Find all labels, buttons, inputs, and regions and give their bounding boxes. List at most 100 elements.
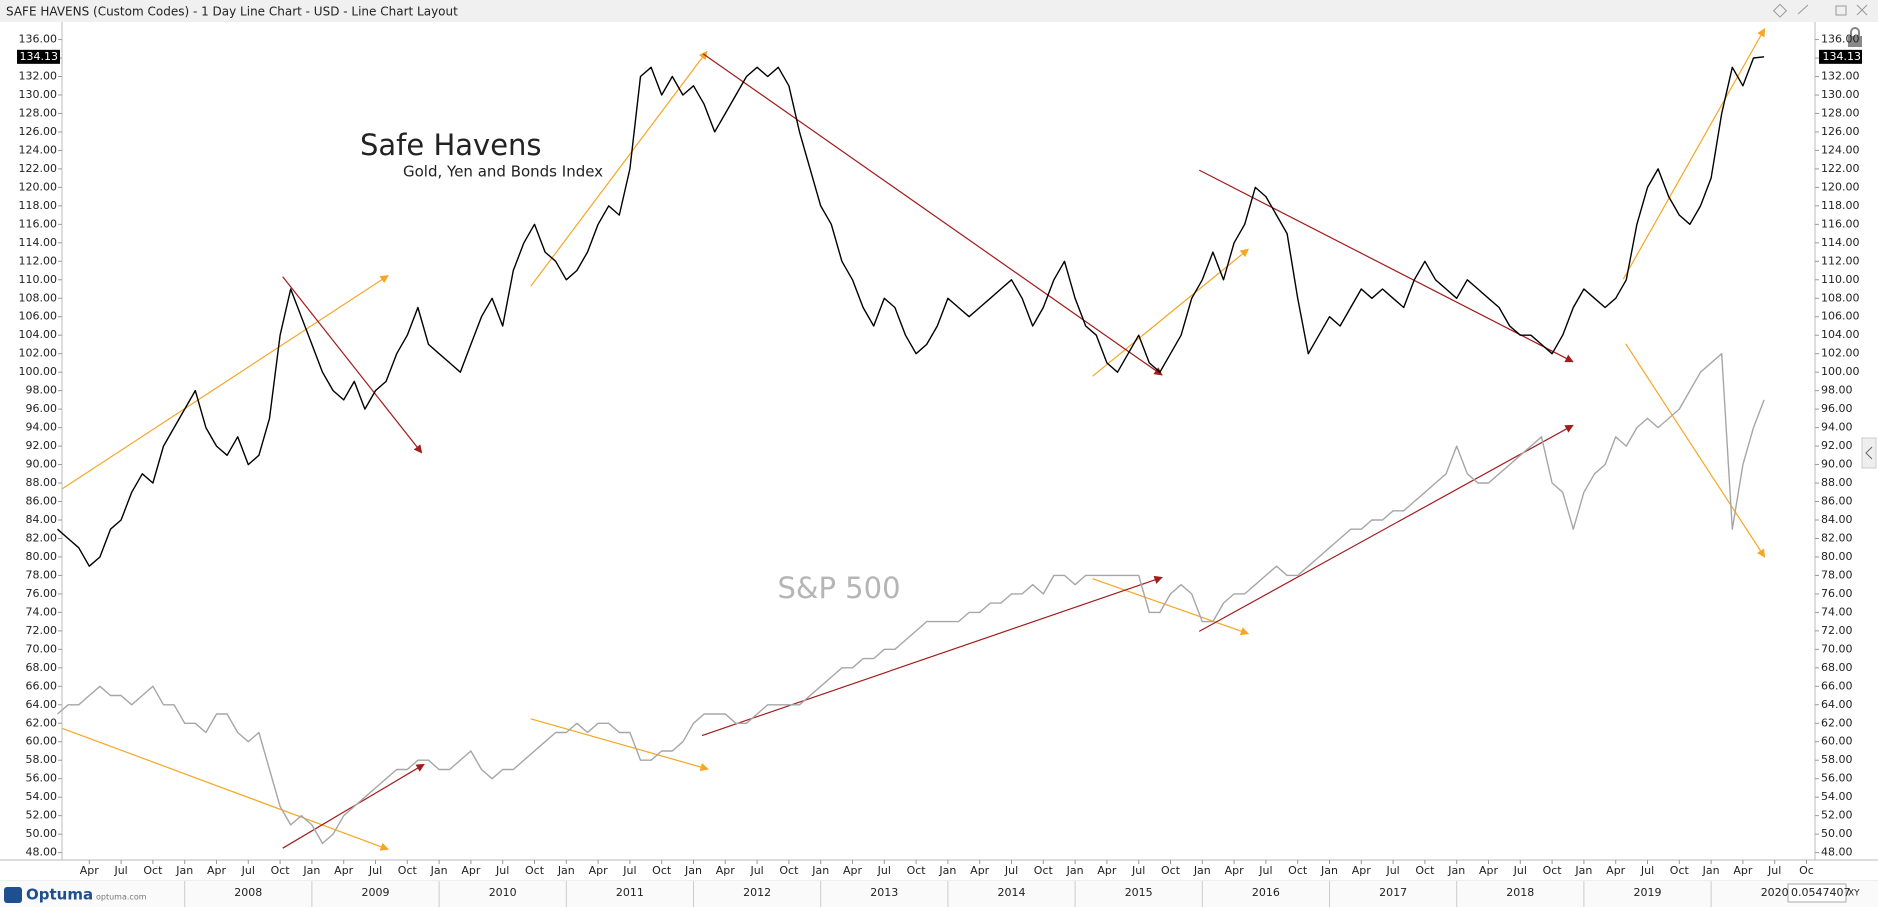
x-tick-label: Jul <box>113 864 127 877</box>
trend-arrow <box>282 276 423 454</box>
x-tick-label: Jul <box>749 864 763 877</box>
readout-box[interactable] <box>1787 883 1847 903</box>
y-tick-label: 116.00 <box>1821 217 1860 230</box>
y-tick-label: 132.00 <box>1821 70 1860 83</box>
y-tick-label: 124.00 <box>19 143 58 156</box>
x-tick-label: Apr <box>1097 864 1117 877</box>
x-tick-label: Jul <box>1004 864 1018 877</box>
y-tick-label: 68.00 <box>1821 661 1853 674</box>
year-label: 2014 <box>998 886 1026 899</box>
x-tick-label: Jul <box>1640 864 1654 877</box>
x-tick-label: Apr <box>843 864 863 877</box>
y-tick-label: 72.00 <box>1821 624 1853 637</box>
y-tick-label: 102.00 <box>1821 347 1860 360</box>
y-tick-label: 96.00 <box>26 402 58 415</box>
y-tick-label: 50.00 <box>1821 827 1853 840</box>
title-bar <box>0 0 1878 22</box>
lock-body[interactable] <box>1848 36 1862 47</box>
x-tick-label: Jul <box>1513 864 1527 877</box>
y-tick-label: 48.00 <box>1821 846 1853 859</box>
trend-arrow <box>1092 248 1249 377</box>
y-tick-label: 58.00 <box>1821 753 1853 766</box>
x-tick-label: Apr <box>716 864 736 877</box>
x-tick-label: Jan <box>430 864 448 877</box>
year-label: 2015 <box>1125 886 1153 899</box>
y-tick-label: 88.00 <box>1821 476 1853 489</box>
trend-arrow <box>61 275 389 490</box>
lock-icon[interactable] <box>1848 27 1862 47</box>
x-tick-label: Jan <box>302 864 320 877</box>
y-tick-label: 104.00 <box>1821 328 1860 341</box>
y-tick-label: 98.00 <box>26 384 58 397</box>
y-tick-label: 48.00 <box>26 846 58 859</box>
y-tick-label: 66.00 <box>1821 679 1853 692</box>
subtitle: Gold, Yen and Bonds Index <box>403 163 603 181</box>
x-tick-label: Apr <box>207 864 227 877</box>
x-tick-label: Jul <box>1258 864 1272 877</box>
y-tick-label: 64.00 <box>1821 698 1853 711</box>
y-tick-label: 110.00 <box>19 273 58 286</box>
control-icon[interactable] <box>1835 5 1847 16</box>
series-label: S&P 500 <box>777 571 900 605</box>
x-tick-label: Apr <box>461 864 481 877</box>
control-icon[interactable] <box>1856 4 1868 16</box>
trend-arrow <box>530 718 709 772</box>
y-tick-label: 56.00 <box>1821 772 1853 785</box>
x-tick-label: Oct <box>398 864 418 877</box>
x-tick-label: Oct <box>1034 864 1054 877</box>
window-controls[interactable] <box>1772 3 1868 18</box>
year-label: 2010 <box>489 886 517 899</box>
y-tick-label: 60.00 <box>26 735 58 748</box>
year-label: 2020 <box>1761 886 1789 899</box>
y-tick-label: 80.00 <box>1821 550 1853 563</box>
y-tick-label: 130.00 <box>19 88 58 101</box>
y-tick-label: 70.00 <box>26 642 58 655</box>
price-tag-label: 134.13 <box>20 50 59 63</box>
y-tick-label: 84.00 <box>26 513 58 526</box>
y-tick-label: 54.00 <box>1821 790 1853 803</box>
x-tick-label: Jan <box>1574 864 1592 877</box>
x-tick-label: Jan <box>811 864 829 877</box>
x-tick-label: Apr <box>334 864 354 877</box>
x-tick-label: Oct <box>779 864 799 877</box>
lock-shackle[interactable] <box>1850 27 1860 36</box>
side-panel-toggle[interactable] <box>1861 437 1877 469</box>
x-tick-label: Oct <box>1288 864 1308 877</box>
y-tick-label: 86.00 <box>1821 495 1853 508</box>
y-tick-label: 86.00 <box>26 495 58 508</box>
y-tick-label: 126.00 <box>1821 125 1860 138</box>
price-tag <box>1819 49 1862 64</box>
y-tick-label: 98.00 <box>1821 384 1853 397</box>
x-tick-label: Jan <box>1702 864 1720 877</box>
x-tick-label: Apr <box>1479 864 1499 877</box>
y-tick-label: 74.00 <box>26 605 58 618</box>
y-tick-label: 114.00 <box>1821 236 1860 249</box>
series-label: Safe Havens <box>360 128 542 162</box>
x-tick-label: Apr <box>1352 864 1372 877</box>
x-tick-label: Apr <box>970 864 990 877</box>
y-tick-label: 70.00 <box>1821 642 1853 655</box>
logo-icon <box>4 887 22 903</box>
trend-arrow <box>530 50 708 287</box>
y-tick-label: 106.00 <box>19 310 58 323</box>
y-tick-label: 136.00 <box>19 33 58 46</box>
mode-button[interactable]: XY <box>1848 889 1860 899</box>
logo-text: Optuma <box>26 886 93 904</box>
y-tick-label: 88.00 <box>26 476 58 489</box>
toggle-arrow[interactable] <box>1865 446 1873 460</box>
y-tick-label: 96.00 <box>1821 402 1853 415</box>
trend-arrow <box>1625 343 1766 558</box>
control-icon[interactable] <box>1797 4 1809 15</box>
y-tick-label: 84.00 <box>1821 513 1853 526</box>
y-tick-label: 90.00 <box>1821 458 1853 471</box>
y-tick-label: 50.00 <box>26 827 58 840</box>
control-icon[interactable] <box>1772 3 1788 18</box>
x-tick-label: Jan <box>557 864 575 877</box>
y-tick-label: 120.00 <box>19 180 58 193</box>
y-tick-label: 68.00 <box>26 661 58 674</box>
y-tick-label: 90.00 <box>26 458 58 471</box>
x-tick-label: Jan <box>1193 864 1211 877</box>
y-tick-label: 118.00 <box>19 199 58 212</box>
y-tick-label: 112.00 <box>1821 254 1860 267</box>
